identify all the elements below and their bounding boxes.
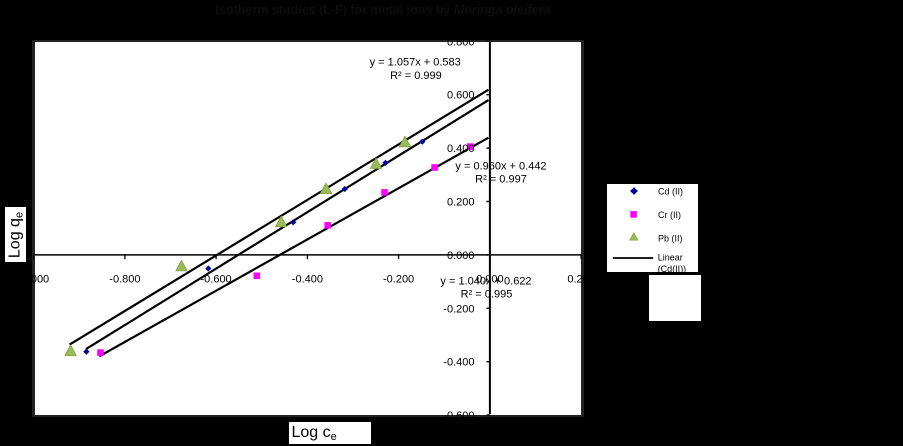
svg-text:(Cd(II)): (Cd(II)) <box>658 264 687 274</box>
svg-text:R² = 0.997: R² = 0.997 <box>475 173 527 185</box>
svg-text:-0.400: -0.400 <box>292 274 323 286</box>
svg-text:R² = 0.995: R² = 0.995 <box>461 288 513 300</box>
svg-text:0.400: 0.400 <box>447 143 475 155</box>
svg-text:Cd (II): Cd (II) <box>658 186 683 196</box>
svg-text:y = 1.057x + 0.583: y = 1.057x + 0.583 <box>370 57 461 69</box>
svg-text:-0.600: -0.600 <box>200 274 231 286</box>
svg-text:0.200: 0.200 <box>447 197 475 209</box>
svg-text:-0.200: -0.200 <box>443 303 474 315</box>
svg-text:-0.400: -0.400 <box>443 357 474 369</box>
svg-text:0.600: 0.600 <box>447 90 475 102</box>
svg-text:0.800: 0.800 <box>447 36 475 48</box>
svg-text:-0.600: -0.600 <box>443 410 474 422</box>
svg-text:0.200: 0.200 <box>567 274 595 286</box>
svg-text:-0.200: -0.200 <box>383 274 414 286</box>
svg-text:Cr (II): Cr (II) <box>658 210 681 220</box>
svg-text:y = 0.960x + 0.442: y = 0.960x + 0.442 <box>455 161 546 173</box>
svg-text:-0.800: -0.800 <box>109 274 140 286</box>
svg-text:R² = 0.999: R² = 0.999 <box>390 70 442 82</box>
svg-text:0.000: 0.000 <box>476 274 504 286</box>
svg-text:Linear: Linear <box>658 253 683 263</box>
svg-text:0.000: 0.000 <box>447 250 475 262</box>
svg-text:-1.000: -1.000 <box>18 274 49 286</box>
svg-text:y = 1.040x + 0.622: y = 1.040x + 0.622 <box>440 275 531 287</box>
svg-text:Pb (II): Pb (II) <box>658 234 683 244</box>
